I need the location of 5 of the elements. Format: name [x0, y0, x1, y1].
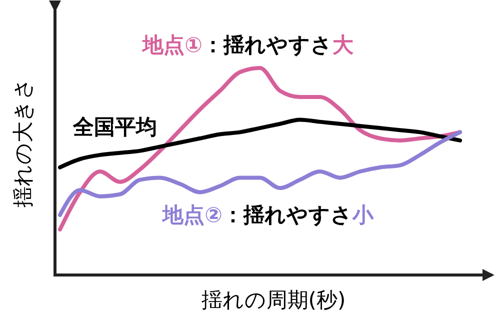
text: 地点①：揺れやすさ大: [142, 33, 354, 57]
x-axis-title: 揺れの周期(秒): [201, 288, 346, 312]
text: 地点②：揺れやすさ小: [162, 203, 374, 227]
y-axis-title: 揺れの大きさ: [11, 78, 35, 208]
series-label: 全国平均: [72, 115, 157, 139]
